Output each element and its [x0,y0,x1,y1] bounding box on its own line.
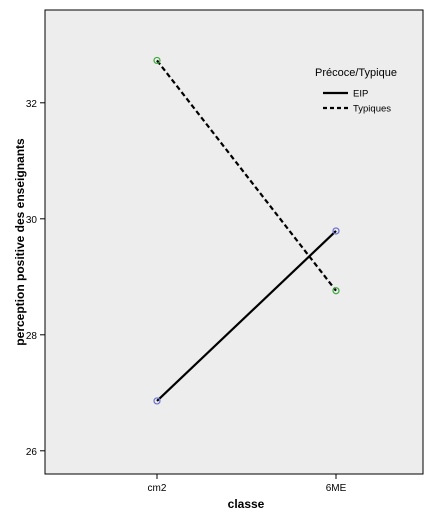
x-axis-label: classe [228,497,265,511]
legend-label-eip: EIP [353,89,368,100]
y-tick-label: 26 [26,447,38,458]
legend-title: Précoce/Typique [315,67,397,79]
y-tick-label: 30 [26,215,38,226]
data-point-typiques-cm2 [153,56,161,65]
legend: Précoce/Typique EIP Typiques [315,67,397,115]
legend-label-typiques: Typiques [353,104,391,115]
y-axis-label: perception positive des enseignants [13,138,27,346]
plot-area [44,9,424,475]
x-axis: cm2 6ME [148,474,347,494]
series-line-eip [156,230,337,402]
series-layer [153,56,340,405]
y-tick-label: 32 [26,99,38,110]
data-point-typiques-6me [332,287,340,295]
y-axis: 26 28 30 32 [26,99,45,458]
series-line-typiques [156,59,337,292]
x-tick-label: cm2 [148,483,167,494]
y-tick-label: 28 [26,331,38,342]
x-tick-label: 6ME [326,483,347,494]
data-point-eip-6me [332,227,340,235]
data-point-eip-cm2 [153,397,161,405]
